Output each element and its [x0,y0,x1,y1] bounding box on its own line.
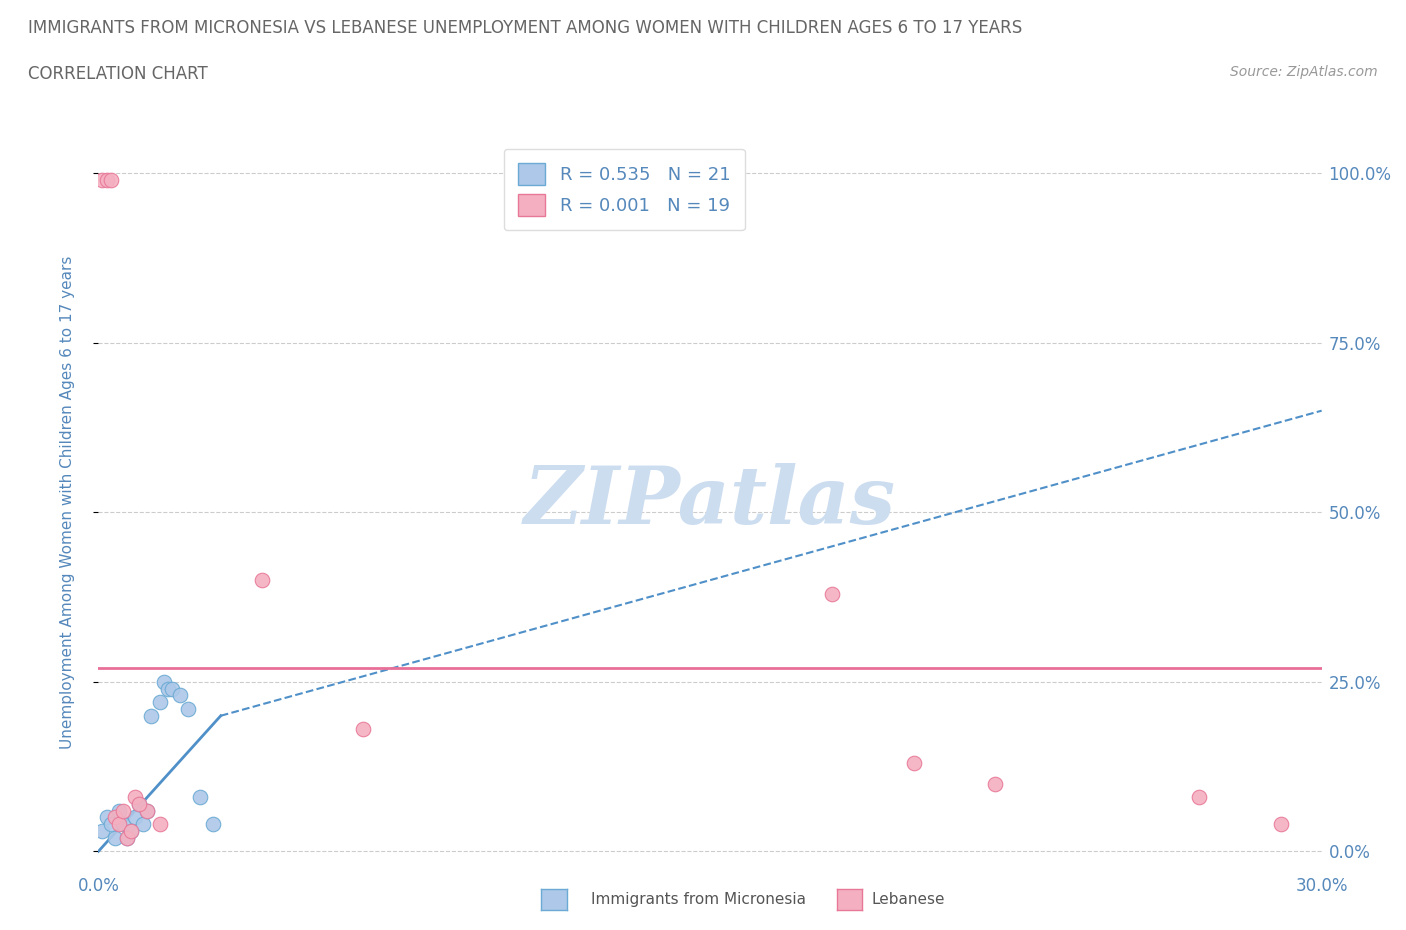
Point [821,586,844,601]
Point [96,173,118,188]
Point [1188,790,1211,804]
Point [124,790,146,804]
Point [984,777,1007,791]
Point [104,830,127,845]
Point [903,756,925,771]
Point [108,804,131,818]
Point [149,817,172,831]
Text: Immigrants from Micronesia: Immigrants from Micronesia [591,892,806,907]
Point [100,817,122,831]
Point [136,804,159,818]
Point [108,817,131,831]
Point [115,830,138,845]
Point [128,796,150,811]
Point [124,810,146,825]
Point [160,681,183,696]
Point [128,796,150,811]
Point [100,173,122,188]
Y-axis label: Unemployment Among Women with Children Ages 6 to 17 years: Unemployment Among Women with Children A… [60,256,75,749]
Point [169,688,191,703]
Legend: R = 0.535   N = 21, R = 0.001   N = 19: R = 0.535 N = 21, R = 0.001 N = 19 [503,149,745,231]
Point [120,824,142,839]
Point [177,701,200,716]
Point [188,790,212,804]
Point [152,674,174,689]
Text: IMMIGRANTS FROM MICRONESIA VS LEBANESE UNEMPLOYMENT AMONG WOMEN WITH CHILDREN AG: IMMIGRANTS FROM MICRONESIA VS LEBANESE U… [28,19,1022,36]
Point [120,824,142,839]
Point [136,804,159,818]
Point [104,810,127,825]
Point [91,824,114,839]
Point [156,681,179,696]
Point [111,804,134,818]
Point [132,817,155,831]
Text: ZIPatlas: ZIPatlas [524,463,896,541]
Text: CORRELATION CHART: CORRELATION CHART [28,65,208,83]
Text: Source: ZipAtlas.com: Source: ZipAtlas.com [1230,65,1378,79]
Point [96,810,118,825]
Text: Lebanese: Lebanese [872,892,945,907]
Point [352,722,374,737]
Point [250,573,273,588]
Point [115,830,138,845]
Point [1270,817,1292,831]
Point [149,695,172,710]
Point [201,817,224,831]
Point [111,817,134,831]
Point [141,709,163,724]
Point [91,173,114,188]
